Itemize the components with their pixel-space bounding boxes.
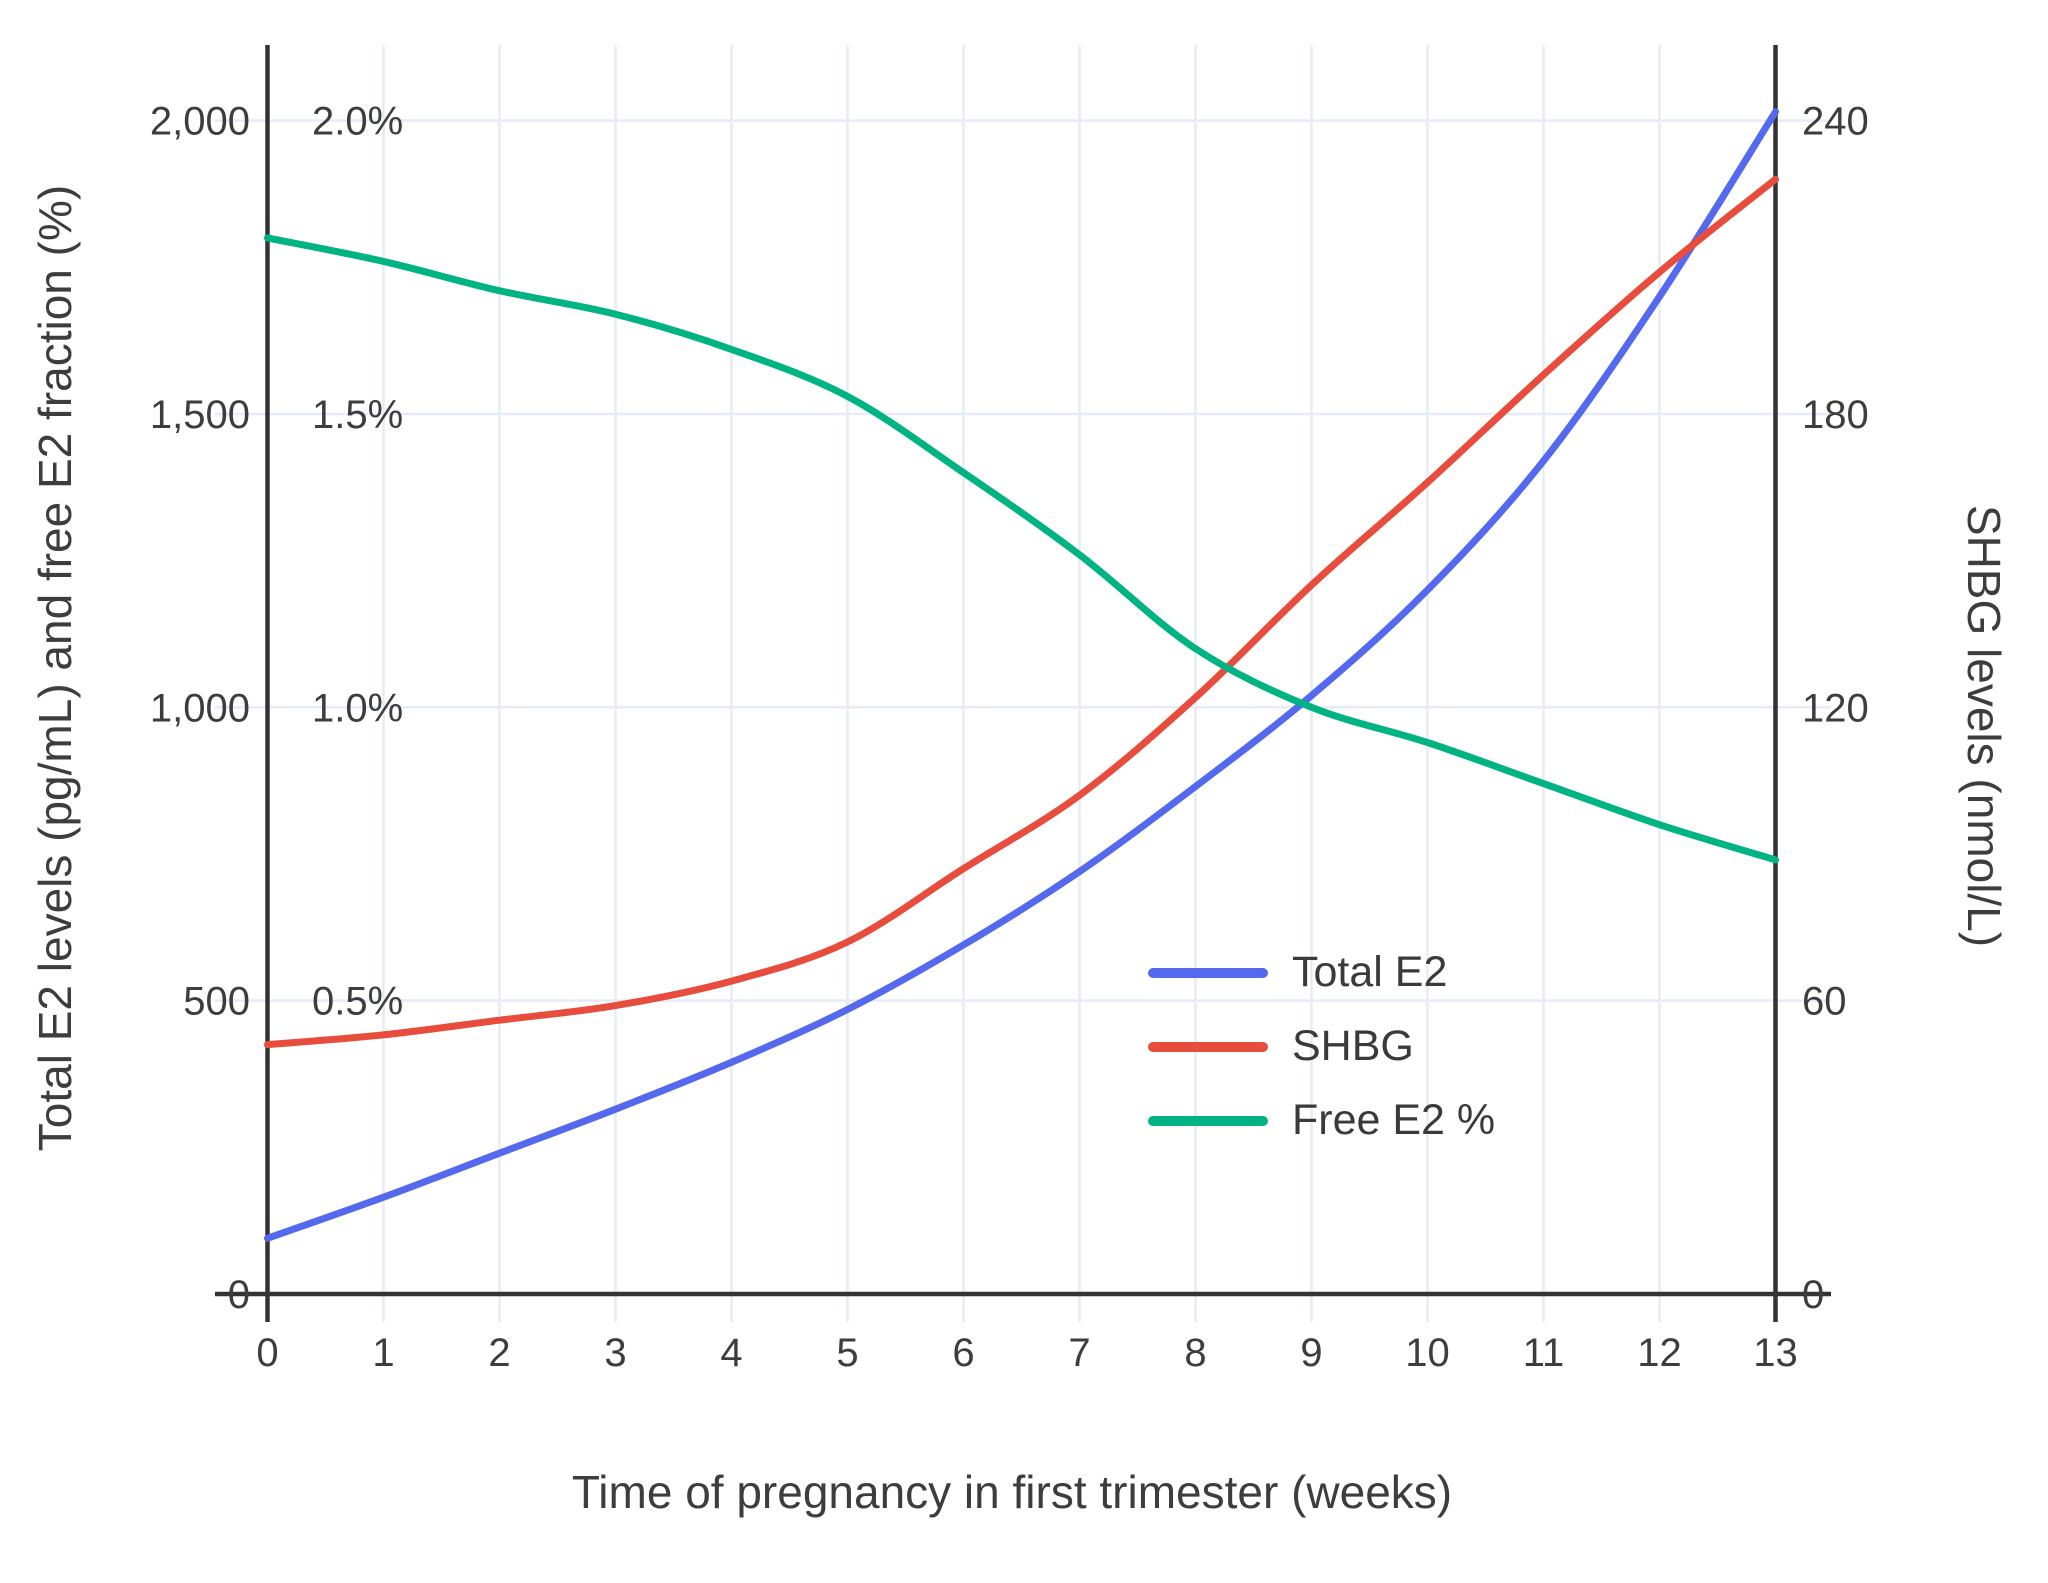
pct-tick-label-1.0%: 1.0%	[312, 686, 403, 730]
legend-label-shbg: SHBG	[1292, 1022, 1414, 1070]
x-tick-label-11: 11	[1523, 1331, 1565, 1375]
left-y-axis-title: Total E2 levels (pg/mL) and free E2 frac…	[29, 184, 81, 1152]
legend-label-free-e2: Free E2 %	[1292, 1096, 1496, 1144]
series-line-free-e2-	[264, 234, 1779, 864]
right-tick-label-180: 180	[1802, 393, 1869, 437]
series-line-shbg	[264, 175, 1779, 1049]
legend-swatch-total-e2	[1148, 967, 1268, 978]
legend-swatch-shbg	[1148, 1041, 1268, 1052]
series-line-total-e2	[264, 108, 1779, 1242]
left-tick-label-1,000: 1,000	[150, 686, 250, 730]
right-tick-label-0: 0	[1802, 1273, 1824, 1317]
pct-tick-label-0.5%: 0.5%	[312, 980, 403, 1024]
legend-label-total-e2: Total E2	[1292, 948, 1448, 996]
right-tick-label-240: 240	[1802, 100, 1869, 144]
x-tick-label-3: 3	[604, 1331, 626, 1375]
x-tick-label-0: 0	[256, 1331, 278, 1375]
right-tick-label-120: 120	[1802, 686, 1869, 730]
legend: Total E2 SHBG Free E2 %	[1148, 948, 1496, 1144]
x-tick-label-7: 7	[1068, 1331, 1090, 1375]
left-tick-label-1,500: 1,500	[150, 393, 250, 437]
right-tick-label-60: 60	[1802, 980, 1847, 1024]
x-tick-label-6: 6	[952, 1331, 974, 1375]
x-tick-label-4: 4	[720, 1331, 742, 1375]
pct-tick-label-2.0%: 2.0%	[312, 100, 403, 144]
x-tick-label-12: 12	[1637, 1331, 1682, 1375]
x-tick-label-10: 10	[1405, 1331, 1450, 1375]
pct-tick-label-1.5%: 1.5%	[312, 393, 403, 437]
right-y-axis-title: SHBG levels (nmol/L)	[1958, 504, 2010, 948]
legend-item-free-e2: Free E2 %	[1148, 1096, 1496, 1144]
left-tick-label-0: 0	[228, 1273, 250, 1317]
left-tick-label-500: 500	[183, 980, 250, 1024]
x-tick-label-1: 1	[372, 1331, 394, 1375]
x-tick-label-2: 2	[488, 1331, 510, 1375]
x-axis-title: Time of pregnancy in first trimester (we…	[571, 1466, 1453, 1518]
legend-item-total-e2: Total E2	[1148, 948, 1495, 996]
x-tick-label-9: 9	[1300, 1331, 1322, 1375]
x-tick-label-8: 8	[1184, 1331, 1206, 1375]
x-tick-label-13: 13	[1753, 1331, 1798, 1375]
legend-item-shbg: SHBG	[1148, 1022, 1495, 1070]
left-tick-label-2,000: 2,000	[150, 100, 250, 144]
legend-swatch-free-e2	[1148, 1115, 1268, 1126]
x-tick-label-5: 5	[836, 1331, 858, 1375]
